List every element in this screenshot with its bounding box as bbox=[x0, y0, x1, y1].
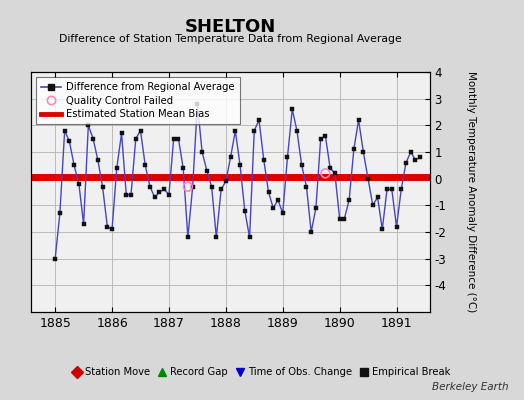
Point bbox=[184, 184, 192, 190]
Point bbox=[321, 170, 330, 176]
Text: SHELTON: SHELTON bbox=[185, 18, 276, 36]
Legend: Station Move, Record Gap, Time of Obs. Change, Empirical Break: Station Move, Record Gap, Time of Obs. C… bbox=[70, 364, 454, 380]
Legend: Difference from Regional Average, Quality Control Failed, Estimated Station Mean: Difference from Regional Average, Qualit… bbox=[37, 77, 240, 124]
Y-axis label: Monthly Temperature Anomaly Difference (°C): Monthly Temperature Anomaly Difference (… bbox=[466, 71, 476, 313]
Text: Difference of Station Temperature Data from Regional Average: Difference of Station Temperature Data f… bbox=[59, 34, 402, 44]
Text: Berkeley Earth: Berkeley Earth bbox=[432, 382, 508, 392]
